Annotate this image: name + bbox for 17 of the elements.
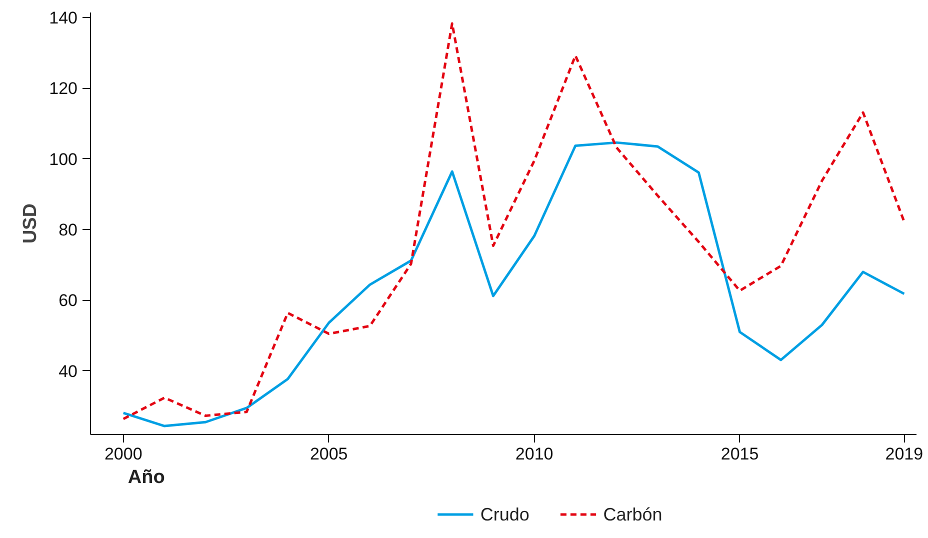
line-series (122, 141, 906, 428)
y-tick-label: 40 (58, 362, 78, 381)
x-tick-label: 2019 (885, 444, 924, 464)
y-tick-label: 140 (49, 8, 78, 28)
x-tick-label: 2005 (310, 444, 348, 464)
y-tick-label: 120 (49, 79, 78, 98)
y-tick-label: 80 (58, 220, 78, 240)
x-tick-label: 2010 (515, 444, 554, 464)
y-axis-title: USD (20, 203, 42, 244)
legend-label: Crudo (480, 504, 530, 524)
y-tick-label: 60 (58, 291, 78, 310)
x-axis-title: Año (128, 467, 165, 488)
y-tick-label: 100 (49, 150, 78, 169)
legend-label: Carbón (603, 504, 662, 524)
x-tick-label: 2000 (104, 444, 142, 464)
line-series (122, 22, 906, 420)
x-tick-label: 2015 (720, 444, 759, 464)
